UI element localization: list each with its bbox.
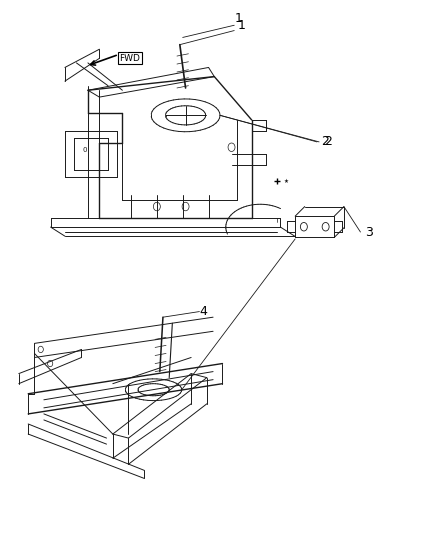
- Text: FWD: FWD: [119, 54, 140, 62]
- Text: 2: 2: [321, 135, 333, 148]
- Text: 1: 1: [234, 19, 246, 32]
- Text: ★: ★: [284, 179, 289, 184]
- Text: 1: 1: [234, 12, 242, 25]
- Text: 4: 4: [199, 305, 207, 318]
- Text: 0: 0: [83, 147, 87, 152]
- Text: 2: 2: [321, 135, 329, 148]
- Text: 3: 3: [365, 225, 373, 239]
